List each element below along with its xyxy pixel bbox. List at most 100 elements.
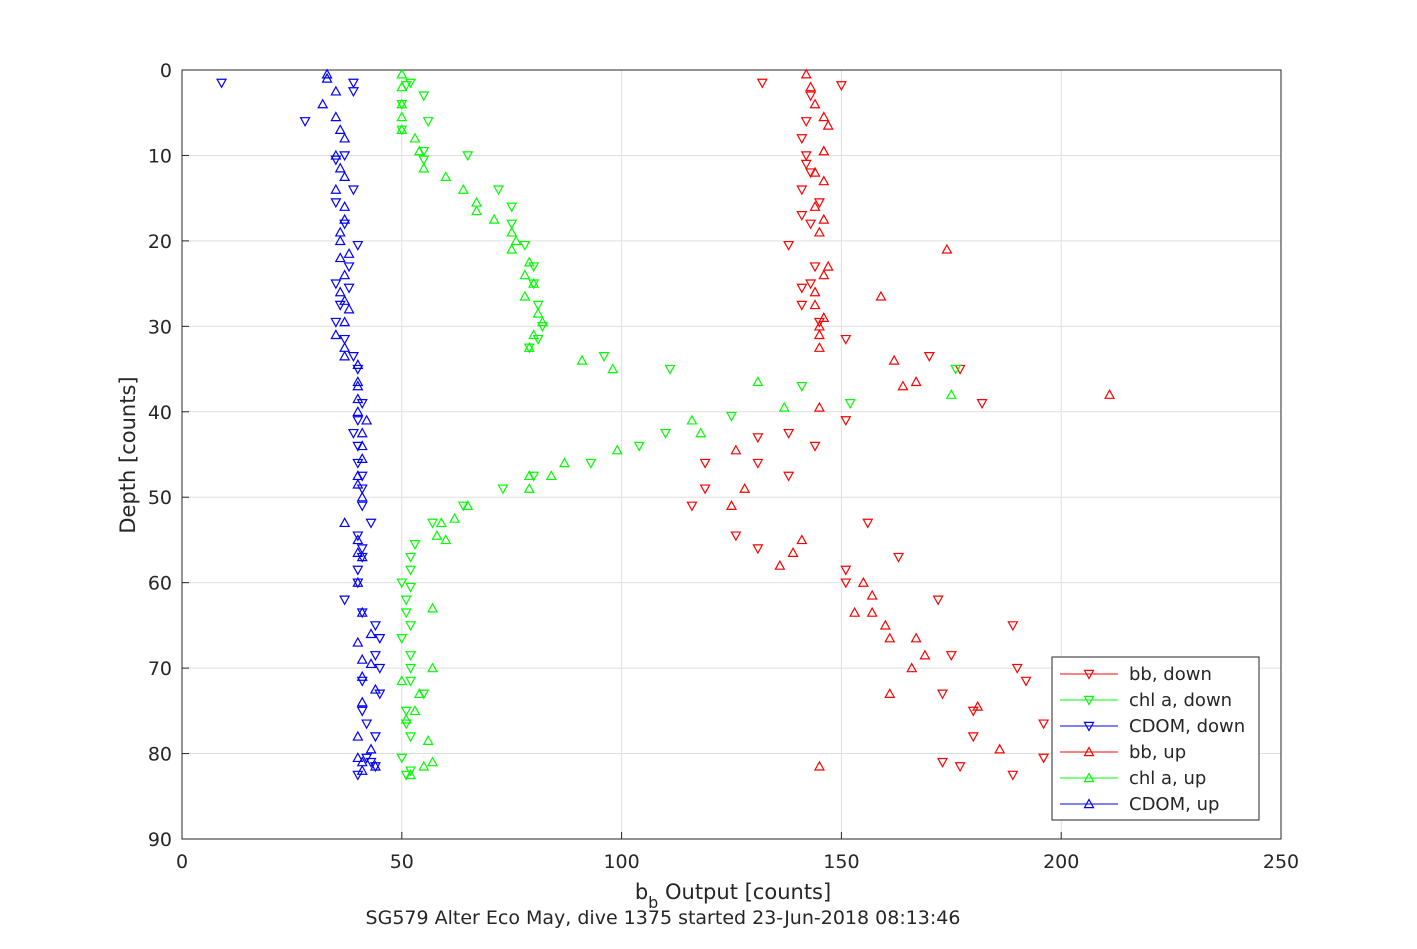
data-point [936,757,949,768]
axis-ticks: 0 50 100 150 200 250 0 10 20 30 40 50 60 70 80 90 [148,60,1299,873]
data-point [519,290,531,301]
data-point [523,470,535,481]
x-tick-label: 250 [1263,851,1299,873]
data-point [879,619,891,630]
x-tick-label: 100 [603,851,639,873]
data-point [822,260,834,271]
data-point [796,283,808,294]
data-point [352,576,364,587]
data-point [396,675,408,686]
data-point [660,428,672,439]
data-point [352,376,364,387]
data-point [471,205,483,216]
data-point [339,132,351,143]
y-tick-label: 50 [148,487,172,509]
data-point [818,145,830,156]
data-point [427,756,439,767]
data-point [1020,676,1032,687]
data-point [523,482,535,493]
data-point [369,621,381,632]
data-point [369,651,381,662]
data-point [752,458,764,469]
data-point [523,256,535,267]
data-point [510,235,522,246]
data-point [809,299,821,310]
y-tick-label: 40 [148,402,172,424]
series-0 [686,78,1050,781]
data-point [418,91,430,102]
data-point [352,478,364,489]
data-point [796,211,808,221]
data-point [752,433,764,444]
data-point [840,334,852,345]
data-point [664,364,676,375]
data-point [967,706,979,717]
data-point [409,132,421,143]
data-point [356,491,368,502]
data-point [396,81,408,92]
data-point [875,290,887,301]
data-point [840,416,852,427]
data-point [840,578,852,589]
data-point [809,200,821,211]
data-point [725,500,738,510]
data-point [431,529,443,540]
data-point [352,406,364,416]
data-point [932,595,944,606]
y-tick-label: 70 [148,658,172,680]
data-point [343,262,355,273]
series-1 [396,78,962,781]
legend-entry: chl a, down [1060,690,1232,711]
data-point [334,286,346,297]
data-point [405,769,417,780]
data-point [352,364,364,375]
data-point [532,300,544,311]
data-point [585,458,597,469]
data-point [519,240,531,251]
data-point [695,427,707,438]
data-point [1038,753,1050,764]
data-point [906,662,918,673]
data-point [945,388,957,399]
data-point [356,606,368,617]
data-point [365,628,377,639]
x-tick-label: 150 [823,851,859,873]
data-point [356,501,368,512]
data-point [783,240,795,251]
data-point [321,68,333,79]
data-point [849,606,861,617]
data-point [396,98,408,109]
data-point [923,352,935,362]
y-tick-label: 60 [148,573,172,595]
data-point [330,149,342,160]
data-point [528,329,540,340]
data-point [492,185,505,196]
data-point [818,111,830,122]
data-point [866,606,878,617]
legend: bb, down chl a, down CDOM, down bb, up chl a… [1051,656,1260,821]
data-point [941,243,953,254]
y-tick-label: 90 [148,829,172,851]
x-tick-label: 50 [390,851,414,873]
data-point [400,595,412,606]
data-point [356,764,368,775]
data-point [361,719,373,730]
data-point [356,676,368,687]
data-point [405,565,417,576]
data-point [783,471,795,482]
legend-marker [1083,772,1095,783]
data-point [321,72,333,83]
y-tick-label: 0 [160,60,172,82]
data-point [1007,770,1019,781]
data-point [339,151,351,162]
legend-label: chl a, down [1129,690,1232,711]
data-point [352,636,364,647]
legend-label: bb, up [1129,742,1186,763]
data-point [413,688,425,698]
data-point [435,517,447,528]
data-point [356,706,368,717]
data-point [343,303,355,314]
data-point [352,770,364,781]
legend-label: CDOM, up [1129,794,1219,815]
